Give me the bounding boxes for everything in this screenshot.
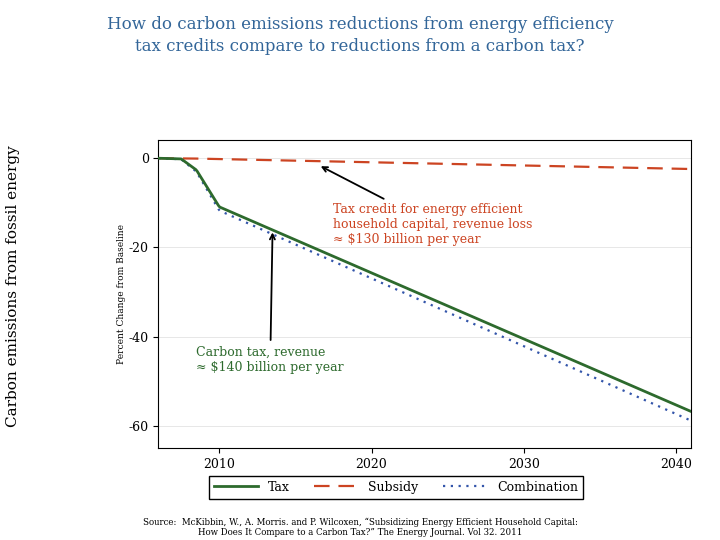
- Text: How do carbon emissions reductions from energy efficiency
tax credits compare to: How do carbon emissions reductions from …: [107, 16, 613, 55]
- Text: Carbon tax, revenue
≈ $140 billion per year: Carbon tax, revenue ≈ $140 billion per y…: [197, 234, 344, 374]
- Legend: Tax, Subsidy, Combination: Tax, Subsidy, Combination: [209, 476, 583, 498]
- X-axis label: year: year: [409, 476, 441, 490]
- Y-axis label: Percent Change from Baseline: Percent Change from Baseline: [117, 224, 126, 364]
- Text: Tax credit for energy efficient
household capital, revenue loss
≈ $130 billion p: Tax credit for energy efficient househol…: [323, 167, 533, 246]
- Text: Carbon emissions from fossil energy: Carbon emissions from fossil energy: [6, 145, 20, 427]
- Text: Source:  McKibbin, W., A. Morris. and P. Wilcoxen, “Subsidizing Energy Efficient: Source: McKibbin, W., A. Morris. and P. …: [143, 517, 577, 537]
